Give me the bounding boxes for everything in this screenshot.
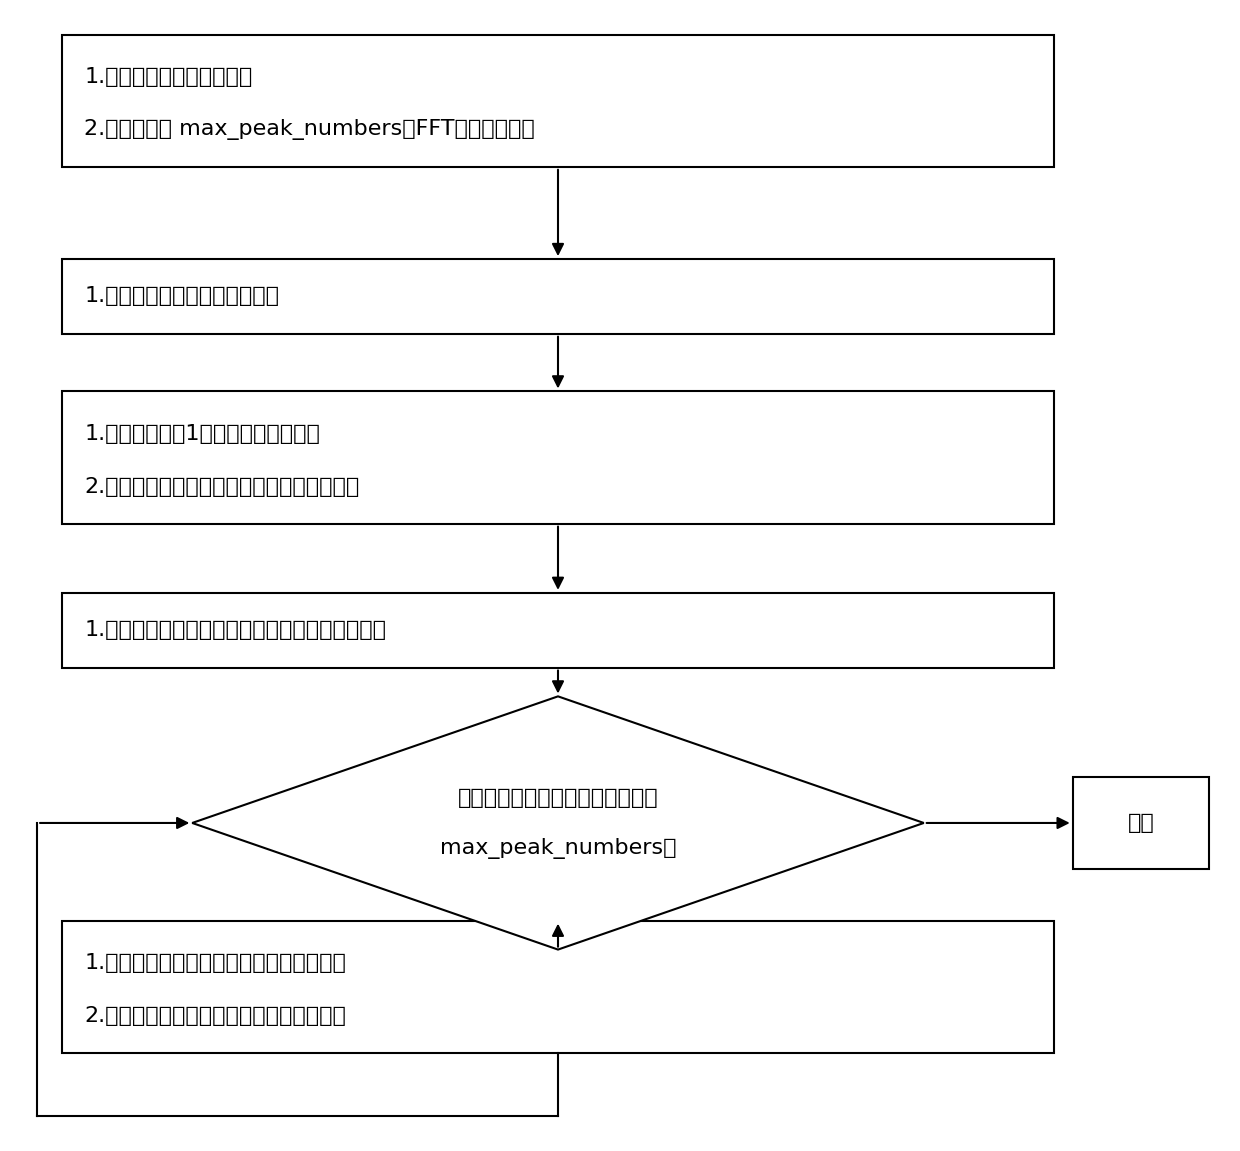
Text: 1.错位寻找最大值，并记录位置和能量强度: 1.错位寻找最大值，并记录位置和能量强度 xyxy=(84,953,346,973)
Bar xyxy=(62,35,1054,167)
Bar xyxy=(62,259,1054,334)
Text: 1.初始化窗口自相关序列。: 1.初始化窗口自相关序列。 xyxy=(84,67,253,86)
Polygon shape xyxy=(192,696,924,950)
Text: 2.初始化参数 max_peak_numbers、FFT的变换点数。: 2.初始化参数 max_peak_numbers、FFT的变换点数。 xyxy=(84,120,536,140)
Bar xyxy=(62,593,1054,668)
Text: max_peak_numbers个: max_peak_numbers个 xyxy=(440,838,676,859)
Bar xyxy=(62,921,1054,1053)
Text: 1.对数据作定义1所示的自相关序列。: 1.对数据作定义1所示的自相关序列。 xyxy=(84,424,320,443)
Text: 找不到下一个共振锋或者已经找到: 找不到下一个共振锋或者已经找到 xyxy=(458,787,658,808)
Text: 2.将自相关序列除窗口自相关序列及最大值。: 2.将自相关序列除窗口自相关序列及最大值。 xyxy=(84,477,360,496)
Text: 1.获取当前帧及计算窗口数据。: 1.获取当前帧及计算窗口数据。 xyxy=(84,287,279,306)
Text: 2.从序列中去除该位置，为下次寻找作准备: 2.从序列中去除该位置，为下次寻找作准备 xyxy=(84,1006,346,1026)
Text: 结束: 结束 xyxy=(1127,813,1154,833)
Bar xyxy=(1073,777,1209,869)
Bar xyxy=(62,391,1054,524)
Text: 1.根据基音范围，从自相关序列中选择计算的数据: 1.根据基音范围，从自相关序列中选择计算的数据 xyxy=(84,620,387,640)
